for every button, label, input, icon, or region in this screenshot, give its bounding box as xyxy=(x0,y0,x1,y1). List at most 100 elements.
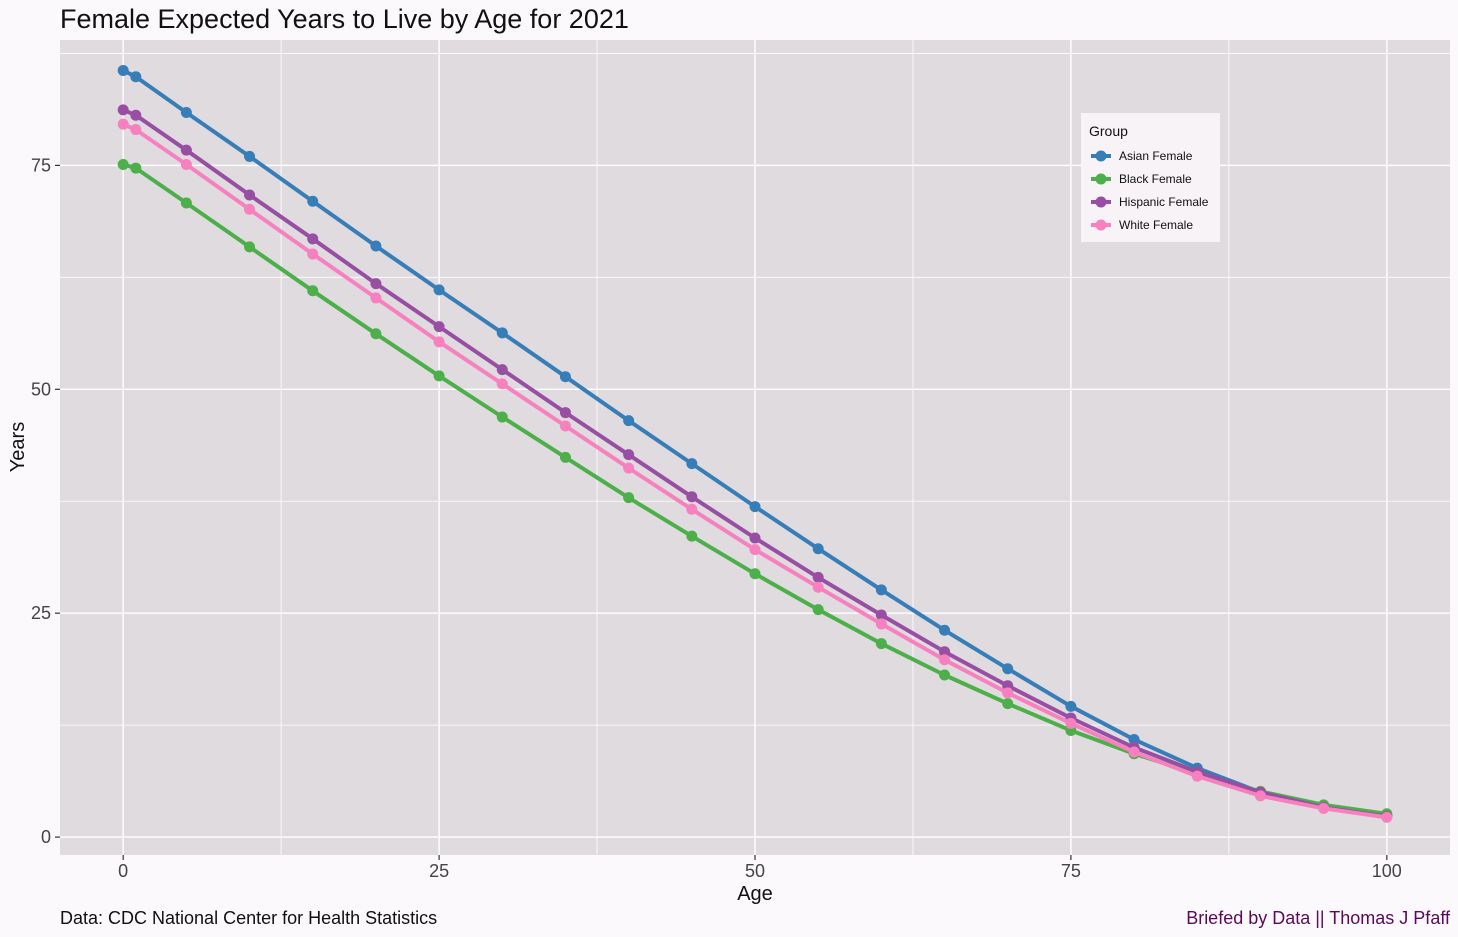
data-point-white-female xyxy=(244,203,256,215)
legend-item-black-female: Black Female xyxy=(1089,169,1219,189)
data-point-asian-female xyxy=(1128,733,1140,745)
data-point-white-female xyxy=(1318,802,1330,814)
legend-key-point xyxy=(1095,196,1107,208)
data-point-black-female xyxy=(875,638,887,650)
data-point-white-female xyxy=(939,654,951,666)
data-point-asian-female xyxy=(875,584,887,596)
data-point-black-female xyxy=(623,492,635,504)
axes: 0 25 50 75 100 0 25 50 75 xyxy=(31,155,1402,881)
data-point-hispanic-female xyxy=(370,278,382,290)
data-point-white-female xyxy=(559,420,571,432)
legend-label: Asian Female xyxy=(1119,149,1193,163)
data-point-asian-female xyxy=(559,371,571,383)
data-point-black-female xyxy=(244,241,256,253)
legend-item-asian-female: Asian Female xyxy=(1089,146,1219,166)
data-point-white-female xyxy=(1381,811,1393,823)
data-point-black-female xyxy=(370,328,382,340)
data-point-hispanic-female xyxy=(180,144,192,156)
data-point-white-female xyxy=(117,118,129,130)
data-point-white-female xyxy=(1128,746,1140,758)
data-point-asian-female xyxy=(496,327,508,339)
x-tick-label: 0 xyxy=(118,861,128,881)
legend-label: White Female xyxy=(1119,218,1194,232)
data-point-hispanic-female xyxy=(812,571,824,583)
data-point-asian-female xyxy=(180,107,192,119)
y-tick-label: 50 xyxy=(31,379,51,399)
data-point-hispanic-female xyxy=(307,233,319,245)
legend-item-hispanic-female: Hispanic Female xyxy=(1089,192,1219,212)
data-point-white-female xyxy=(686,503,698,515)
data-point-hispanic-female xyxy=(939,646,951,658)
data-point-white-female xyxy=(1065,717,1077,729)
credit-caption: Briefed by Data || Thomas J Pfaff xyxy=(1186,908,1450,928)
legend: Group Asian Female Black Female Hispanic F… xyxy=(1081,113,1220,242)
data-point-asian-female xyxy=(812,543,824,555)
legend-key-point xyxy=(1095,219,1107,231)
data-point-hispanic-female xyxy=(686,491,698,503)
data-point-black-female xyxy=(686,530,698,542)
data-point-hispanic-female xyxy=(496,364,508,376)
data-point-white-female xyxy=(180,158,192,170)
source-caption: Data: CDC National Center for Health Sta… xyxy=(60,908,438,928)
data-point-asian-female xyxy=(244,150,256,162)
data-point-black-female xyxy=(307,285,319,297)
data-point-black-female xyxy=(117,158,129,170)
data-point-white-female xyxy=(875,618,887,630)
data-point-black-female xyxy=(749,568,761,580)
legend-title: Group xyxy=(1089,123,1128,139)
data-point-white-female xyxy=(370,292,382,304)
data-point-white-female xyxy=(496,378,508,390)
data-point-white-female xyxy=(1191,770,1203,782)
data-point-black-female xyxy=(812,604,824,616)
data-point-black-female xyxy=(433,370,445,382)
y-tick-label: 0 xyxy=(41,827,51,847)
series-line-asian-female xyxy=(121,68,1389,818)
legend-key-point xyxy=(1095,150,1107,162)
legend-key-point xyxy=(1095,173,1107,185)
data-point-asian-female xyxy=(749,501,761,513)
data-point-asian-female xyxy=(117,64,129,76)
data-point-asian-female xyxy=(370,240,382,252)
x-tick-label: 25 xyxy=(429,861,449,881)
legend-key-hispanic-female xyxy=(1091,196,1111,208)
data-point-white-female xyxy=(1002,687,1014,699)
data-point-hispanic-female xyxy=(623,449,635,461)
chart-title: Female Expected Years to Live by Age for… xyxy=(60,4,629,34)
data-point-hispanic-female xyxy=(117,104,129,116)
data-point-white-female xyxy=(307,248,319,260)
data-point-asian-female xyxy=(130,71,142,83)
series-white-female xyxy=(117,118,1393,823)
data-point-asian-female xyxy=(1002,663,1014,675)
data-point-hispanic-female xyxy=(433,321,445,333)
legend-label: Black Female xyxy=(1119,172,1192,186)
data-point-white-female xyxy=(130,124,142,136)
x-tick-label: 100 xyxy=(1372,861,1402,881)
data-point-white-female xyxy=(623,462,635,474)
x-tick-label: 75 xyxy=(1061,861,1081,881)
series-line-hispanic-female xyxy=(121,107,1389,819)
x-tick-label: 50 xyxy=(745,861,765,881)
data-point-asian-female xyxy=(1065,700,1077,712)
data-point-asian-female xyxy=(623,415,635,427)
data-point-asian-female xyxy=(686,458,698,470)
legend-key-black-female xyxy=(1091,173,1111,185)
legend-item-white-female: White Female xyxy=(1089,215,1219,235)
data-point-black-female xyxy=(559,451,571,463)
data-point-asian-female xyxy=(433,284,445,296)
x-axis-label: Age xyxy=(737,883,773,905)
legend-key-white-female xyxy=(1091,219,1111,231)
legend-key-asian-female xyxy=(1091,150,1111,162)
data-point-black-female xyxy=(180,197,192,209)
data-point-asian-female xyxy=(939,624,951,636)
y-tick-label: 25 xyxy=(31,603,51,623)
data-point-white-female xyxy=(749,544,761,556)
data-point-black-female xyxy=(939,669,951,681)
data-point-hispanic-female xyxy=(559,407,571,419)
data-point-asian-female xyxy=(307,195,319,207)
y-tick-label: 75 xyxy=(31,155,51,175)
data-point-hispanic-female xyxy=(244,189,256,201)
data-point-hispanic-female xyxy=(749,532,761,544)
series-line-white-female xyxy=(121,122,1389,820)
data-point-black-female xyxy=(130,162,142,174)
